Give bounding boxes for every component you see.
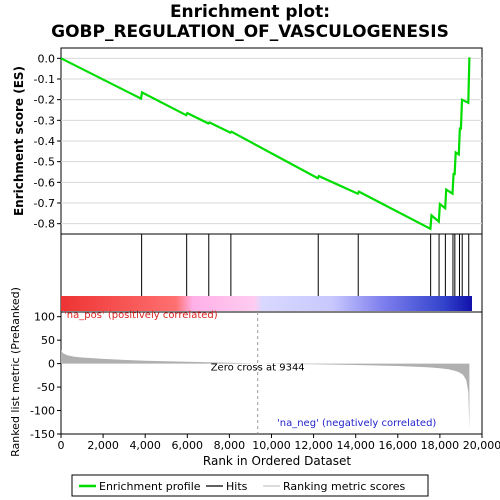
x-tick-label: 8,000 [214, 439, 246, 452]
zero-cross-label: Zero cross at 9344 [211, 363, 305, 374]
metric-ytick-label: -100 [30, 405, 55, 418]
metric-y-axis: 100 50 0 -50 -100 -150 [30, 311, 61, 441]
x-tick-label: 18,000 [421, 439, 460, 452]
legend-label-ranking-metric: Ranking metric scores [283, 480, 405, 493]
metric-ytick-label: -150 [30, 428, 55, 441]
x-tick-label: 12,000 [294, 439, 333, 452]
chart-title-line2: GOBP_REGULATION_OF_VASCULOGENESIS [51, 22, 449, 42]
es-ytick-label: -0.6 [34, 176, 55, 189]
x-tick-label: 16,000 [379, 439, 418, 452]
hit-markers [141, 234, 470, 296]
x-tick-label: 14,000 [336, 439, 375, 452]
legend-item-enrichment-profile: Enrichment profile [79, 480, 201, 493]
x-tick-label: 2,000 [87, 439, 119, 452]
es-ytick-label: -0.1 [34, 73, 55, 86]
pos-corr-label: 'na_pos' (positively correlated) [64, 310, 218, 321]
es-ytick-label: -0.3 [34, 114, 55, 127]
chart-title: Enrichment plot: GOBP_REGULATION_OF_VASC… [0, 2, 500, 42]
x-tick-label: 20,000 [463, 439, 500, 452]
legend-item-hits: Hits [206, 480, 248, 493]
chart-title-line1: Enrichment plot: [169, 2, 331, 22]
es-y-axis: 0.0 -0.1 -0.2 -0.3 -0.4 -0.5 -0.6 -0.7 -0.8 [34, 52, 61, 231]
es-ytick-label: -0.8 [34, 218, 55, 231]
x-axis-title: Rank in Ordered Dataset [203, 454, 351, 468]
es-ytick-label: -0.4 [34, 135, 55, 148]
es-ytick-label: -0.5 [34, 156, 55, 169]
legend-box [71, 474, 429, 497]
enrichment-profile-line [60, 57, 471, 231]
legend-item-ranking-metric: Ranking metric scores [263, 480, 405, 493]
metric-ytick-label: 0 [48, 358, 55, 371]
es-gridlines [61, 57, 482, 225]
metric-ytick-label: -50 [37, 381, 55, 394]
x-tick-label: 10,000 [252, 439, 291, 452]
neg-corr-label: 'na_neg' (negatively correlated) [277, 418, 436, 429]
x-axis: 0 2,000 4,000 6,000 8,000 10,000 12,000 14,000 1… [58, 434, 500, 452]
x-tick-label: 0 [58, 439, 65, 452]
rank-color-bar [61, 296, 472, 311]
x-tick-label: 6,000 [172, 439, 204, 452]
es-ytick-label: -0.7 [34, 197, 55, 210]
legend-label-hits: Hits [226, 480, 248, 493]
metric-ytick-label: 50 [41, 334, 55, 347]
x-tick-label: 4,000 [129, 439, 161, 452]
metric-ytick-label: 100 [34, 311, 55, 324]
metric-y-axis-title: Ranked list metric (PreRanked) [9, 287, 22, 457]
es-ytick-label: -0.2 [34, 94, 55, 107]
legend-label-enrichment-profile: Enrichment profile [99, 480, 201, 493]
es-y-axis-title: Enrichment score (ES) [12, 66, 26, 216]
es-ytick-label: 0.0 [38, 52, 56, 65]
